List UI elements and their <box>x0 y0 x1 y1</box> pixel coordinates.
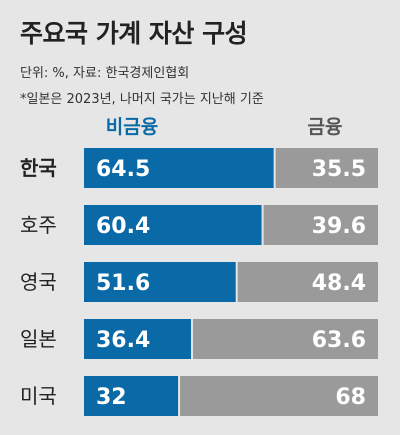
value-label-non-financial: 51.6 <box>96 271 150 296</box>
bar-non-financial <box>84 262 236 302</box>
value-label-financial: 48.4 <box>312 271 366 296</box>
bar-non-financial <box>84 148 274 188</box>
bar-financial <box>263 205 378 245</box>
bar-financial <box>275 148 378 188</box>
chart-footnote: *일본은 2023년, 나머지 국가는 지난해 기준 <box>20 92 264 107</box>
category-label: 한국 <box>20 156 57 180</box>
bar-non-financial <box>84 205 262 245</box>
legend-non-financial: 비금융 <box>106 116 158 138</box>
bar-non-financial <box>84 376 179 416</box>
category-label: 호주 <box>20 213 57 237</box>
value-label-financial: 63.6 <box>312 328 366 353</box>
bar-non-financial <box>84 319 192 359</box>
legend-financial: 금융 <box>308 116 343 138</box>
value-label-financial: 68 <box>335 385 366 410</box>
chart-title: 주요국 가계 자산 구성 <box>20 19 248 48</box>
value-label-non-financial: 60.4 <box>96 214 150 239</box>
category-label: 일본 <box>20 327 57 351</box>
value-label-non-financial: 64.5 <box>96 157 150 182</box>
bar-financial <box>193 319 378 359</box>
category-label: 영국 <box>20 270 57 294</box>
bar-financial <box>237 262 378 302</box>
value-label-financial: 35.5 <box>312 157 366 182</box>
value-label-financial: 39.6 <box>312 214 366 239</box>
category-label: 미국 <box>20 384 57 408</box>
value-label-non-financial: 36.4 <box>96 328 150 353</box>
bar-financial <box>180 376 378 416</box>
bar-rows: 한국 64.5 35.5 호주 60.4 39.6 영국 51.6 48.4 일본 36.4 63.6… <box>20 148 378 416</box>
value-label-non-financial: 32 <box>96 385 127 410</box>
chart-source-note: 단위: %, 자료: 한국경제인협회 <box>20 66 190 81</box>
